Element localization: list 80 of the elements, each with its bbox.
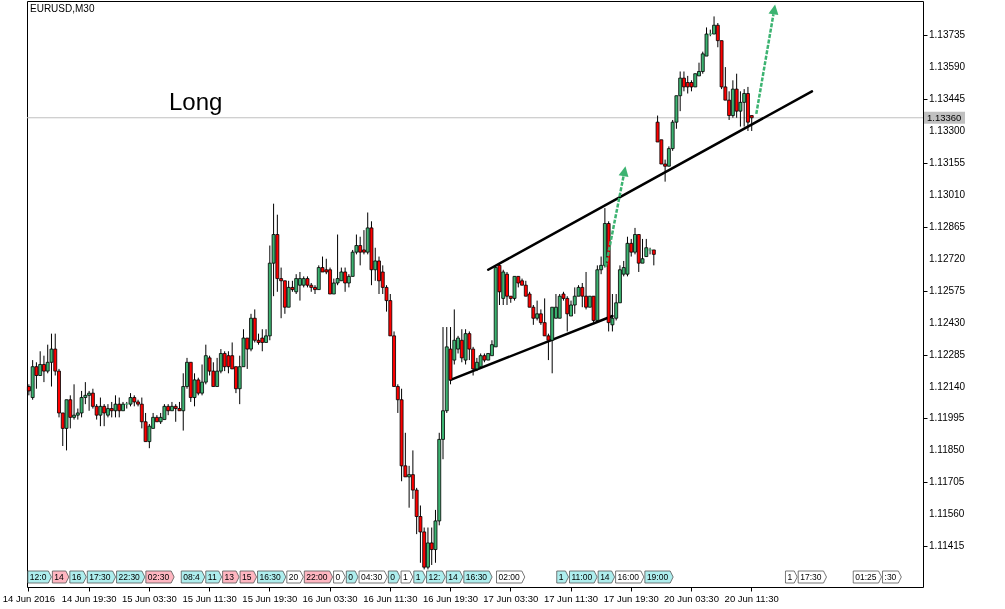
annotation: 17:30 — [89, 572, 111, 582]
candlestick — [49, 333, 54, 388]
annotation: 08:4 — [183, 572, 201, 582]
x-tick-label: 20 Jun 03:30 — [664, 592, 719, 604]
y-tick-label: 1.12140 — [929, 380, 966, 392]
y-tick-label: 1.13445 — [929, 93, 966, 105]
candlestick — [362, 229, 366, 255]
annotation: 22:00 — [306, 572, 328, 582]
annotation: 17:30 — [800, 572, 822, 582]
y-tick-label: 1.11415 — [929, 540, 965, 552]
candlestick — [535, 300, 540, 321]
candlestick — [505, 271, 509, 306]
annotation: 14 — [54, 572, 65, 582]
annotation: 11:00 — [571, 572, 593, 582]
annotation: 01:25 — [855, 572, 877, 582]
annotation: 1 — [403, 572, 409, 582]
annotation: 1 — [415, 572, 421, 582]
x-tick-label: 20 Jun 11:30 — [724, 592, 779, 604]
candlestick — [42, 355, 46, 383]
y-tick-label: 1.11850 — [929, 444, 965, 456]
y-tick-label: 1.13300 — [929, 124, 966, 136]
annotation: 1 — [787, 572, 793, 582]
x-tick-label: 14 Jun 19:30 — [61, 592, 117, 604]
candlestick — [298, 271, 302, 302]
annotation: 13 — [224, 572, 235, 582]
x-tick-label: 16 Jun 11:30 — [363, 592, 418, 604]
annotation: 15 — [242, 572, 252, 582]
x-tick-label: 16 Jun 03:30 — [302, 592, 358, 604]
annotation: 0 — [348, 572, 354, 582]
y-tick-label: 1.12575 — [929, 284, 966, 296]
candlestick — [584, 271, 588, 310]
annotation: 22:30 — [118, 572, 141, 582]
annotation: 16:00 — [617, 572, 640, 582]
annotation: 19:00 — [646, 572, 669, 582]
y-tick-label: 1.12430 — [929, 316, 966, 328]
annotation: 1 — [558, 572, 564, 582]
ref-line-label: 1.13360 — [927, 111, 962, 123]
x-tick-label: 17 Jun 19:30 — [603, 592, 659, 604]
candlestick — [226, 350, 231, 374]
y-tick-label: 1.11560 — [929, 508, 965, 520]
x-tick-label: 16 Jun 19:30 — [423, 592, 478, 604]
annotation: 12: — [428, 572, 441, 582]
annotation: 12:0 — [29, 572, 47, 582]
candlestick — [222, 350, 227, 372]
y-tick-label: 1.13155 — [929, 156, 966, 168]
x-tick-label: 15 Jun 03:30 — [121, 592, 177, 604]
annotation: 0 — [390, 572, 396, 582]
x-tick-label: 15 Jun 11:30 — [182, 592, 237, 604]
annotation: 02:30 — [147, 572, 170, 582]
candlestick — [316, 264, 321, 291]
candlestick — [648, 247, 652, 255]
y-tick-label: 1.12285 — [929, 348, 966, 360]
annotation: 04:30 — [361, 572, 383, 582]
y-tick-label: 1.12720 — [929, 252, 966, 264]
annotation: 0 — [335, 572, 341, 582]
annotation: 16:30 — [259, 572, 282, 582]
annotation: Long — [169, 88, 223, 115]
y-tick-label: 1.13590 — [929, 61, 966, 73]
annotation: 16 — [71, 572, 82, 582]
y-tick-label: 1.13735 — [929, 29, 966, 41]
x-tick-label: 15 Jun 19:30 — [242, 592, 298, 604]
annotation: 14 — [448, 572, 459, 582]
candlestick — [72, 383, 76, 421]
x-tick-label: 17 Jun 03:30 — [483, 592, 539, 604]
annotation: 02:00 — [498, 572, 521, 582]
candlestick — [682, 71, 686, 92]
candlestick — [407, 465, 412, 509]
y-tick-label: 1.11995 — [929, 412, 965, 424]
y-tick-label: 1.11705 — [929, 476, 965, 488]
candlestick — [727, 90, 732, 121]
annotation: 14 — [600, 572, 610, 582]
annotation: :30 — [884, 572, 897, 582]
annotation: 16:30 — [465, 572, 488, 582]
y-tick-label: 1.13010 — [929, 188, 966, 200]
y-tick-label: 1.12865 — [929, 220, 966, 232]
x-tick-label: 14 Jun 2016 — [2, 592, 56, 604]
chart-title: EURUSD,M30 — [30, 3, 95, 14]
annotation: 11 — [207, 572, 217, 582]
x-tick-label: 17 Jun 11:30 — [543, 592, 599, 604]
annotation: 20 — [288, 572, 299, 582]
